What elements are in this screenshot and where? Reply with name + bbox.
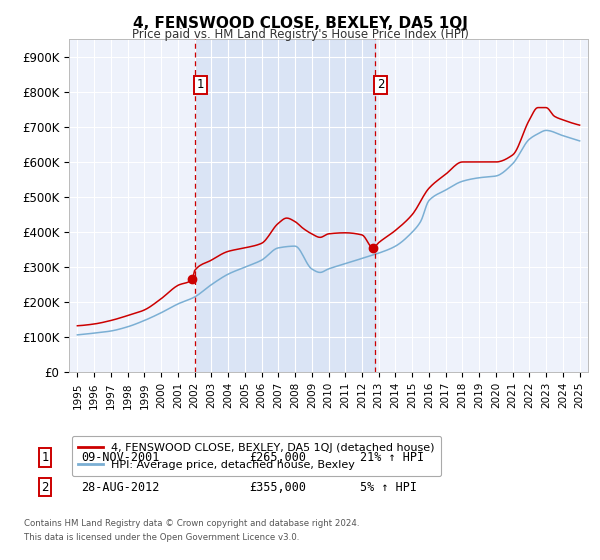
Text: Price paid vs. HM Land Registry's House Price Index (HPI): Price paid vs. HM Land Registry's House …	[131, 28, 469, 41]
Text: Contains HM Land Registry data © Crown copyright and database right 2024.: Contains HM Land Registry data © Crown c…	[24, 519, 359, 528]
Text: 1: 1	[197, 78, 205, 91]
Text: 1: 1	[41, 451, 49, 464]
Legend: 4, FENSWOOD CLOSE, BEXLEY, DA5 1QJ (detached house), HPI: Average price, detache: 4, FENSWOOD CLOSE, BEXLEY, DA5 1QJ (deta…	[72, 436, 441, 476]
Text: 09-NOV-2001: 09-NOV-2001	[81, 451, 160, 464]
Bar	[194, 39, 374, 372]
Text: This data is licensed under the Open Government Licence v3.0.: This data is licensed under the Open Gov…	[24, 533, 299, 542]
Text: 21% ↑ HPI: 21% ↑ HPI	[360, 451, 424, 464]
Text: £355,000: £355,000	[249, 480, 306, 494]
Text: 28-AUG-2012: 28-AUG-2012	[81, 480, 160, 494]
Text: 2: 2	[377, 78, 385, 91]
Text: 4, FENSWOOD CLOSE, BEXLEY, DA5 1QJ: 4, FENSWOOD CLOSE, BEXLEY, DA5 1QJ	[133, 16, 467, 31]
Text: 2: 2	[41, 480, 49, 494]
Text: 5% ↑ HPI: 5% ↑ HPI	[360, 480, 417, 494]
Text: £265,000: £265,000	[249, 451, 306, 464]
